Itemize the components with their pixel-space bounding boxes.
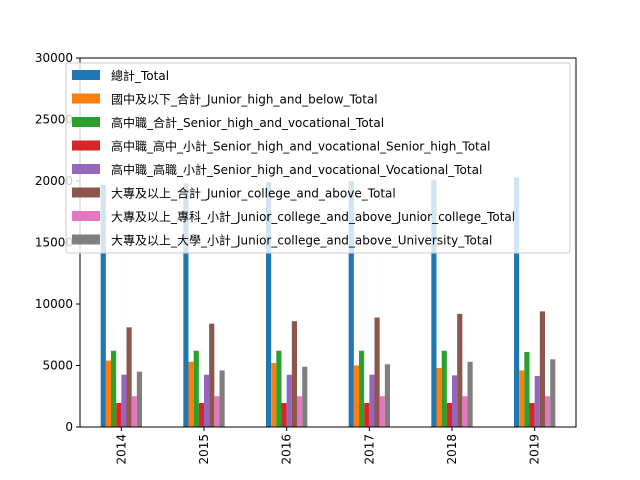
legend-swatch (72, 211, 100, 221)
x-tick-label: 2014 (114, 434, 128, 465)
bar-2016-series-6 (297, 396, 303, 427)
bar-2018-series-6 (462, 396, 468, 427)
legend-swatch (72, 164, 100, 174)
bar-2017-series-4 (369, 374, 375, 427)
bar-2017-series-6 (379, 396, 385, 427)
bar-2016-series-7 (302, 366, 308, 427)
legend-swatch (72, 70, 100, 80)
legend-label: 高中職_高職_小計_Senior_high_and_vocational_Voc… (111, 162, 482, 177)
bar-2019-series-2 (524, 351, 530, 427)
bar-2018-series-3 (446, 403, 452, 427)
bar-2018-series-1 (436, 367, 442, 427)
legend-label: 高中職_高中_小計_Senior_high_and_vocational_Sen… (111, 139, 490, 154)
y-tick-label: 20000 (35, 174, 73, 188)
bar-2015-series-3 (198, 403, 204, 427)
bar-2019-series-3 (529, 403, 535, 427)
legend-label: 總計_Total (111, 68, 169, 83)
legend-swatch (72, 117, 100, 127)
bar-2014-series-5 (126, 327, 132, 427)
bar-2017-series-2 (359, 350, 365, 427)
bar-2014-series-1 (105, 360, 111, 427)
bar-2019-series-5 (539, 311, 545, 427)
legend-box (65, 62, 571, 254)
bar-2016-series-3 (281, 403, 287, 427)
bar-2014-series-7 (136, 371, 142, 427)
bar-2016-series-5 (291, 321, 297, 427)
bar-2015-series-0 (183, 183, 189, 427)
bar-2016-series-0 (266, 182, 272, 427)
y-tick-label: 30000 (35, 51, 73, 65)
bar-2014-series-6 (131, 396, 137, 427)
bar-2017-series-1 (353, 365, 359, 427)
bar-2014-series-4 (121, 374, 127, 427)
bar-2018-series-4 (452, 375, 458, 427)
bar-2014-series-2 (111, 350, 117, 427)
bar-2019-series-1 (519, 370, 525, 427)
bar-2018-series-0 (431, 179, 437, 427)
bar-2017-series-3 (364, 403, 370, 427)
y-tick-label: 25000 (35, 113, 73, 127)
x-tick-label: 2019 (528, 434, 542, 465)
legend-label: 大專及以上_合計_Junior_college_and_above_Total (111, 186, 396, 201)
y-tick-label: 15000 (35, 236, 73, 250)
x-tick-label: 2017 (362, 434, 376, 465)
legend-swatch (72, 93, 100, 104)
bar-2018-series-5 (457, 313, 463, 427)
bar-2015-series-2 (193, 350, 199, 427)
bar-2015-series-7 (219, 370, 225, 427)
bar-2018-series-2 (441, 350, 447, 427)
bar-2019-series-4 (534, 375, 540, 427)
legend-swatch (72, 234, 100, 245)
bar-2015-series-6 (214, 396, 220, 427)
bar-2017-series-0 (348, 181, 354, 427)
y-tick-label: 0 (65, 420, 73, 434)
legend-label: 大專及以上_大學_小計_Junior_college_and_above_Uni… (111, 233, 492, 248)
bar-2016-series-1 (271, 363, 277, 427)
bar-2016-series-4 (286, 374, 292, 427)
bar-2019-series-6 (545, 396, 551, 427)
x-axis: 2014 2015 2016 2017 2018 2019 (114, 427, 542, 465)
legend-label: 高中職_合計_Senior_high_and_vocational_Total (111, 115, 384, 130)
bar-2017-series-7 (384, 364, 390, 427)
bar-2014-series-0 (100, 184, 106, 427)
bar-2015-series-1 (188, 361, 194, 427)
legend-label: 大專及以上_專科_小計_Junior_college_and_above_Jun… (111, 209, 515, 224)
x-tick-label: 2018 (445, 434, 459, 465)
x-tick-label: 2016 (280, 434, 294, 465)
y-tick-label: 5000 (42, 359, 73, 373)
bar-2018-series-7 (467, 361, 473, 427)
y-tick-label: 10000 (35, 297, 73, 311)
bar-2019-series-0 (514, 177, 520, 427)
bar-2016-series-2 (276, 350, 282, 427)
bar-2015-series-4 (204, 374, 210, 427)
bars-layer (100, 177, 556, 427)
x-tick-label: 2015 (197, 434, 211, 465)
legend-swatch (72, 140, 100, 151)
legend: 總計_Total 國中及以下_合計_Junior_high_and_below_T… (65, 62, 571, 254)
y-axis: 0 5000 10000 15000 20000 25000 30000 (35, 51, 80, 434)
bar-2014-series-3 (116, 403, 122, 427)
bar-2019-series-7 (550, 359, 556, 427)
legend-swatch (72, 187, 100, 198)
bar-2017-series-5 (374, 317, 380, 427)
bar-2015-series-5 (209, 323, 215, 427)
legend-label: 國中及以下_合計_Junior_high_and_below_Total (111, 92, 378, 107)
